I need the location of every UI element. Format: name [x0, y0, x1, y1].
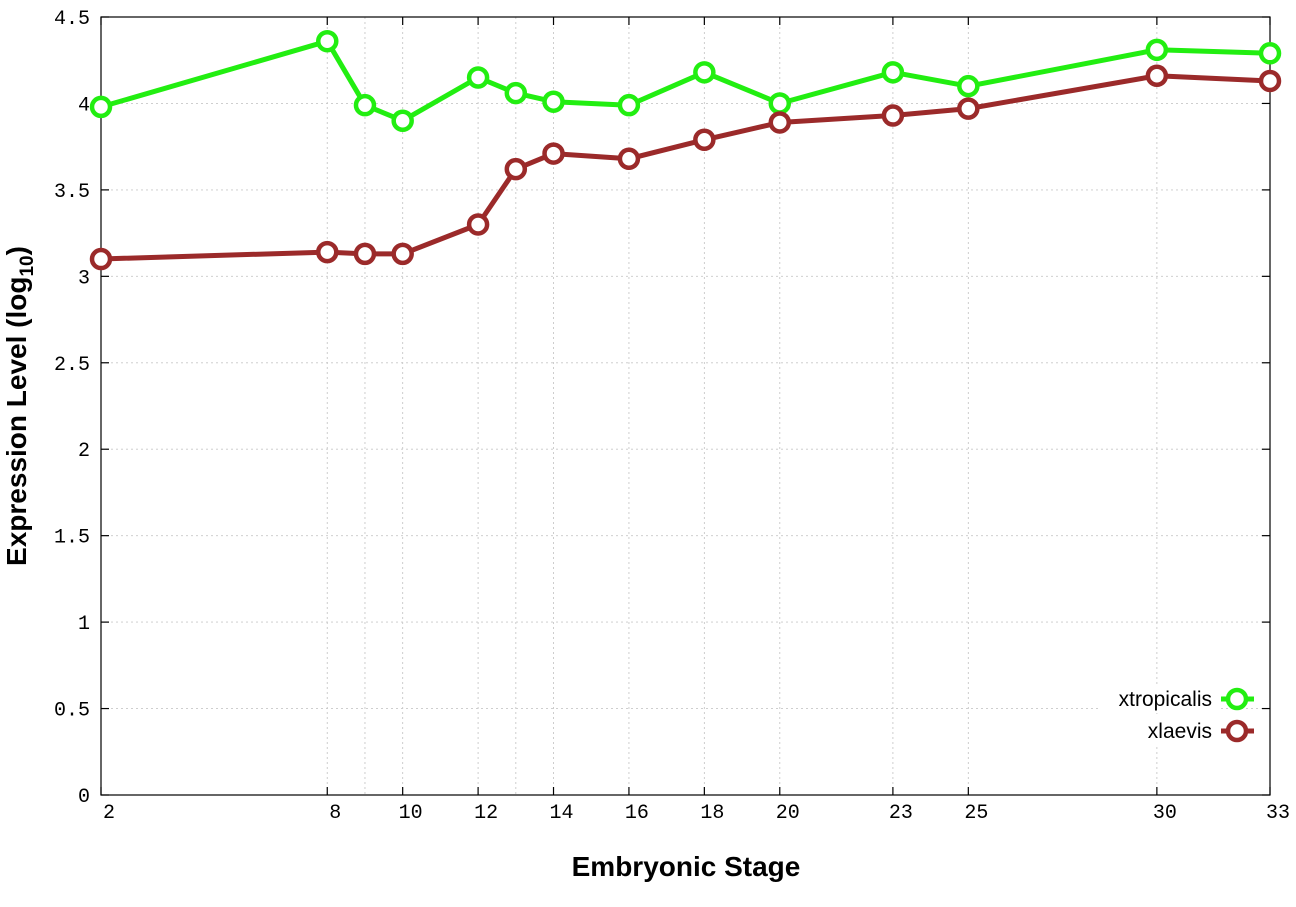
y-tick-label: 1	[78, 613, 90, 636]
data-point-xtropicalis	[542, 90, 565, 113]
x-tick-label: 2	[103, 802, 115, 825]
data-point-xtropicalis	[316, 29, 339, 53]
legend-backdrop	[1098, 717, 1218, 745]
data-point-xlaevis	[693, 128, 716, 152]
data-point-xtropicalis	[89, 95, 113, 119]
x-tick-label: 30	[1153, 802, 1177, 825]
data-point-xlaevis	[466, 213, 490, 236]
data-point-xlaevis	[1258, 69, 1282, 93]
y-tick-label: 2.5	[54, 354, 90, 377]
data-point-xtropicalis	[881, 61, 905, 84]
data-point-xtropicalis	[1145, 38, 1169, 62]
data-point-xlaevis	[542, 142, 565, 165]
y-tick-label: 3	[78, 267, 90, 290]
x-tick-label: 18	[700, 802, 724, 825]
data-point-xlaevis	[1145, 64, 1169, 88]
legend-marker-xlaevis	[1225, 719, 1249, 743]
data-point-xlaevis	[881, 104, 905, 127]
data-point-xlaevis	[316, 240, 339, 264]
data-point-xtropicalis	[693, 61, 716, 84]
data-point-xlaevis	[957, 97, 980, 120]
legend-label-xlaevis: xlaevis	[1148, 720, 1212, 743]
data-point-xlaevis	[353, 242, 377, 266]
y-axis-title-close: )	[1, 246, 32, 255]
y-tick-label: 0.5	[54, 700, 90, 723]
x-axis-title: Embryonic Stage	[572, 851, 801, 882]
y-axis-title-subscript: 10	[17, 255, 38, 276]
legend-marker-xtropicalis	[1225, 687, 1249, 711]
x-tick-label: 8	[329, 802, 341, 825]
series-line-xtropicalis	[100, 38, 1271, 124]
series	[89, 29, 1282, 271]
x-tick-label: 23	[889, 802, 913, 825]
data-point-xlaevis	[89, 247, 113, 271]
data-point-xlaevis	[504, 157, 528, 181]
legend: xtropicalis xlaevis	[1098, 685, 1254, 745]
data-point-xtropicalis	[391, 109, 414, 132]
grid	[101, 17, 1270, 795]
data-point-xtropicalis	[768, 92, 792, 115]
x-tick-label: 33	[1266, 802, 1290, 825]
data-point-xtropicalis	[617, 93, 641, 117]
data-point-xtropicalis	[466, 66, 490, 89]
data-point-xlaevis	[768, 111, 792, 134]
x-tick-label: 16	[625, 802, 649, 825]
data-point-xtropicalis	[1258, 42, 1282, 65]
x-tick-label: 10	[399, 802, 423, 825]
data-point-xtropicalis	[353, 93, 377, 117]
legend-backdrop	[1098, 685, 1218, 713]
data-point-xtropicalis	[504, 81, 528, 105]
x-tick-label: 25	[964, 802, 988, 825]
y-tick-label: 1.5	[54, 527, 90, 550]
data-point-xlaevis	[391, 242, 414, 266]
y-axis-title-main: Expression Level (log	[1, 277, 32, 566]
series-xlaevis	[89, 64, 1282, 271]
x-tick-label: 14	[550, 802, 574, 825]
x-tick-label: 20	[776, 802, 800, 825]
x-tick-label: 12	[474, 802, 498, 825]
y-tick-label: 4	[78, 94, 90, 117]
y-tick-label: 4.5	[54, 8, 90, 31]
y-tick-label: 2	[78, 440, 90, 463]
data-point-xtropicalis	[957, 74, 980, 98]
series-xtropicalis	[89, 29, 1282, 132]
legend-label-xtropicalis: xtropicalis	[1119, 688, 1212, 711]
y-axis-title: Expression Level (log10)	[1, 246, 38, 566]
plot-frame	[100, 16, 1271, 796]
data-point-xlaevis	[617, 147, 641, 171]
y-tick-label: 0	[78, 786, 90, 809]
axis-ticks: 0 0.5 1 1.5 2 2.5 3 3.5 4 4.5 2 8 10 12 14 16 18 20 23 25 30…	[54, 8, 1290, 825]
y-tick-label: 3.5	[54, 181, 90, 204]
